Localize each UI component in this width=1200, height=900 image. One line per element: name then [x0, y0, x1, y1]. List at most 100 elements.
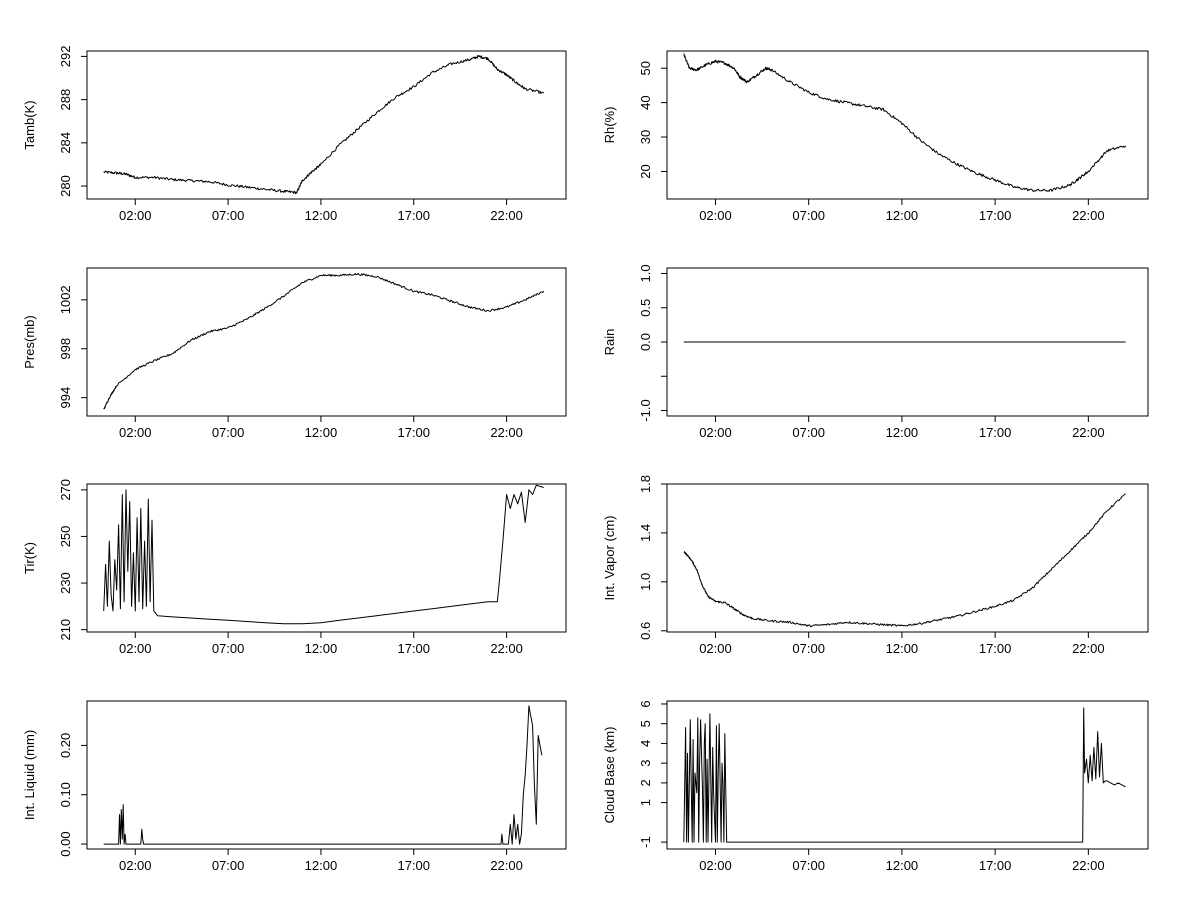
panel-pres: 02:00 07:00 12:00 17:00 22:00 994 998 1002 Pres(…: [22, 267, 567, 440]
y-tick-label-tir: 210: [58, 619, 73, 641]
y-tick-label-tir: 270: [58, 479, 73, 501]
x-tick-label-vapor: 07:00: [792, 641, 825, 656]
x-tick-label-tamb: 12:00: [305, 208, 338, 223]
y-axis-label-vapor: Int. Vapor (cm): [602, 515, 617, 600]
x-tick-label-rh: 17:00: [979, 208, 1012, 223]
y-tick-label-cloud: 4: [638, 740, 653, 747]
y-tick-label-vapor: 1.0: [638, 573, 653, 591]
panel-cloud: 02:00 07:00 12:00 17:00 22:00 -1 1 2 3 4 5 6 Cloud B…: [602, 700, 1149, 873]
y-tick-label-rain: 0.5: [638, 299, 653, 317]
y-tick-label-vapor: 1.4: [638, 524, 653, 542]
series-line-tamb: [103, 55, 545, 195]
x-tick-label-rain: 02:00: [699, 425, 732, 440]
series-line-vapor: [683, 493, 1126, 628]
plot-frame-rh: [666, 50, 1149, 200]
y-tick-label-cloud: 2: [638, 779, 653, 786]
y-tick-label-tir: 230: [58, 572, 73, 594]
series-line-tir: [103, 484, 544, 625]
panel-rh: 02:00 07:00 12:00 17:00 22:00 20 30 40 50 Rh(%): [602, 50, 1149, 223]
y-axis-label-cloud: Cloud Base (km): [602, 727, 617, 824]
x-tick-label-rh: 02:00: [699, 208, 732, 223]
x-tick-label-cloud: 17:00: [979, 858, 1012, 873]
x-tick-label-rain: 17:00: [979, 425, 1012, 440]
x-tick-label-tamb: 02:00: [119, 208, 152, 223]
x-tick-label-liquid: 22:00: [490, 858, 523, 873]
y-tick-label-cloud: 1: [638, 799, 653, 806]
y-axis-label-tamb: Tamb(K): [22, 100, 37, 149]
x-tick-label-rh: 07:00: [792, 208, 825, 223]
y-tick-label-cloud: -1: [638, 836, 653, 848]
series-line-cloud: [683, 707, 1126, 843]
y-tick-label-rh: 30: [638, 130, 653, 144]
plot-frame-liquid: [86, 700, 567, 850]
x-tick-label-cloud: 22:00: [1072, 858, 1105, 873]
y-tick-label-rh: 40: [638, 95, 653, 109]
x-tick-label-rh: 12:00: [886, 208, 919, 223]
y-axis-label-rain: Rain: [602, 329, 617, 356]
series-line-pres: [103, 272, 545, 410]
x-tick-label-cloud: 02:00: [699, 858, 732, 873]
y-tick-label-liquid: 0.20: [58, 733, 73, 758]
x-tick-label-vapor: 02:00: [699, 641, 732, 656]
x-tick-label-rh: 22:00: [1072, 208, 1105, 223]
x-tick-label-cloud: 07:00: [792, 858, 825, 873]
y-tick-label-liquid: 0.10: [58, 782, 73, 807]
y-tick-label-rh: 20: [638, 164, 653, 178]
plot-frame-cloud: [666, 700, 1149, 850]
y-tick-label-rain: 1.0: [638, 264, 653, 282]
x-tick-label-rain: 12:00: [886, 425, 919, 440]
x-tick-label-vapor: 17:00: [979, 641, 1012, 656]
x-tick-label-vapor: 12:00: [886, 641, 919, 656]
y-tick-label-pres: 998: [58, 338, 73, 360]
x-tick-label-liquid: 17:00: [397, 858, 430, 873]
y-tick-label-tamb: 288: [58, 89, 73, 111]
y-tick-label-vapor: 1.8: [638, 475, 653, 493]
panel-rain: 02:00 07:00 12:00 17:00 22:00 -1.0 0.0 0.5 1.0 Ra…: [602, 264, 1149, 440]
y-tick-label-rh: 50: [638, 61, 653, 75]
x-tick-label-pres: 22:00: [490, 425, 523, 440]
panel-tamb: 02:00 07:00 12:00 17:00 22:00 280 284 288 292 Tam…: [22, 46, 567, 223]
y-tick-label-tamb: 284: [58, 132, 73, 154]
x-tick-label-cloud: 12:00: [886, 858, 919, 873]
x-tick-label-liquid: 12:00: [305, 858, 338, 873]
y-axis-label-liquid: Int. Liquid (mm): [22, 730, 37, 820]
x-tick-label-tir: 22:00: [490, 641, 523, 656]
y-tick-label-rain: -1.0: [638, 399, 653, 421]
x-tick-label-pres: 17:00: [397, 425, 430, 440]
series-line-rh: [683, 53, 1127, 192]
y-tick-label-rain: 0.0: [638, 333, 653, 351]
y-tick-label-cloud: 5: [638, 720, 653, 727]
y-tick-label-pres: 1002: [58, 285, 73, 314]
x-tick-label-tamb: 07:00: [212, 208, 245, 223]
plot-frame-tir: [86, 483, 567, 633]
y-tick-label-cloud: 6: [638, 700, 653, 707]
x-tick-label-pres: 02:00: [119, 425, 152, 440]
y-axis-label-rh: Rh(%): [602, 107, 617, 144]
plot-frame-vapor: [666, 483, 1149, 633]
y-tick-label-vapor: 0.6: [638, 622, 653, 640]
y-tick-label-cloud: 3: [638, 760, 653, 767]
x-tick-label-vapor: 22:00: [1072, 641, 1105, 656]
y-axis-label-tir: Tir(K): [22, 542, 37, 574]
x-tick-label-pres: 07:00: [212, 425, 245, 440]
y-tick-label-tamb: 292: [58, 46, 73, 68]
y-axis-label-pres: Pres(mb): [22, 315, 37, 368]
panel-vapor: 02:00 07:00 12:00 17:00 22:00 0.6 1.0 1.4 1.8 Int…: [602, 475, 1149, 656]
x-tick-label-tir: 12:00: [305, 641, 338, 656]
y-tick-label-tir: 250: [58, 526, 73, 548]
x-tick-label-tamb: 22:00: [490, 208, 523, 223]
x-tick-label-rain: 07:00: [792, 425, 825, 440]
plot-frame-tamb: [86, 50, 567, 200]
y-tick-label-liquid: 0.00: [58, 831, 73, 856]
x-tick-label-rain: 22:00: [1072, 425, 1105, 440]
x-tick-label-tamb: 17:00: [397, 208, 430, 223]
y-tick-label-pres: 994: [58, 387, 73, 409]
x-tick-label-tir: 17:00: [397, 641, 430, 656]
series-line-liquid: [103, 705, 543, 845]
panel-tir: 02:00 07:00 12:00 17:00 22:00 210 230 250 270 Tir…: [22, 479, 567, 656]
plot-frame-pres: [86, 267, 567, 417]
x-tick-label-liquid: 07:00: [212, 858, 245, 873]
x-tick-label-tir: 07:00: [212, 641, 245, 656]
x-tick-label-liquid: 02:00: [119, 858, 152, 873]
